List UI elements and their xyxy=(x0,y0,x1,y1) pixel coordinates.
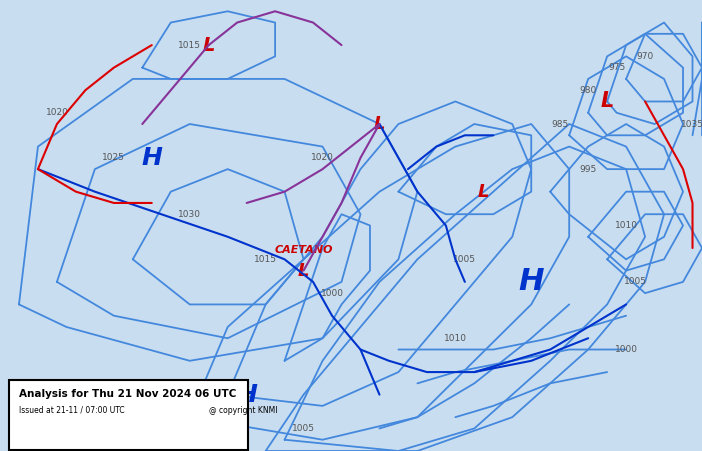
Text: 1030: 1030 xyxy=(178,210,201,219)
Text: 1015: 1015 xyxy=(254,255,277,264)
FancyBboxPatch shape xyxy=(8,380,248,450)
Text: H: H xyxy=(141,146,162,170)
Text: @ copyright KNMI: @ copyright KNMI xyxy=(208,406,277,415)
Text: H: H xyxy=(236,382,257,407)
Text: Analysis for Thu 21 Nov 2024 06 UTC: Analysis for Thu 21 Nov 2024 06 UTC xyxy=(19,389,237,399)
Text: 1005: 1005 xyxy=(292,424,315,433)
Text: 1000: 1000 xyxy=(615,345,637,354)
Text: 1010: 1010 xyxy=(615,221,637,230)
Text: 1000: 1000 xyxy=(321,289,343,298)
Text: 1025: 1025 xyxy=(102,153,125,162)
Text: 1005: 1005 xyxy=(453,255,477,264)
Text: 985: 985 xyxy=(551,120,569,129)
Text: 1010: 1010 xyxy=(197,379,220,388)
Text: L: L xyxy=(202,36,215,55)
Text: H: H xyxy=(519,267,544,296)
Text: L: L xyxy=(298,262,310,280)
Text: 1020: 1020 xyxy=(311,153,334,162)
Text: 975: 975 xyxy=(608,63,625,72)
Text: 1010: 1010 xyxy=(444,334,467,343)
Text: 1035: 1035 xyxy=(681,120,702,129)
Text: L: L xyxy=(478,183,489,201)
Text: 970: 970 xyxy=(637,52,654,61)
Text: 1005: 1005 xyxy=(624,277,647,286)
Text: 995: 995 xyxy=(580,165,597,174)
Text: CAETANO: CAETANO xyxy=(274,245,333,255)
Text: 1015: 1015 xyxy=(178,41,201,50)
Text: L: L xyxy=(373,115,385,133)
Text: Issued at 21-11 / 07:00 UTC: Issued at 21-11 / 07:00 UTC xyxy=(19,406,124,415)
Text: 980: 980 xyxy=(580,86,597,95)
Text: 1020: 1020 xyxy=(46,108,68,117)
Text: L: L xyxy=(600,92,614,111)
